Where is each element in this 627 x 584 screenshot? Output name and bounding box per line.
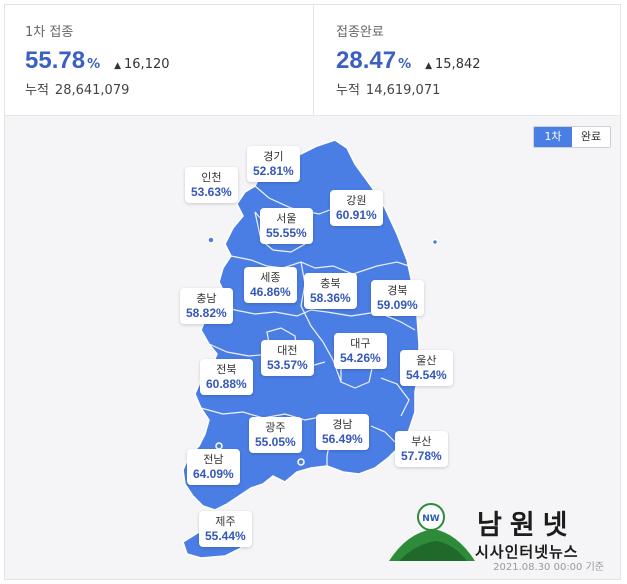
region-value: 58.82% [186, 306, 227, 320]
full-dose-delta: ▲ 15,842 [425, 57, 480, 72]
region-label-daegu[interactable]: 대구 54.26% [334, 333, 387, 369]
region-name: 전남 [203, 453, 224, 466]
map-area: 1차 완료 인천 53.63% 경기 52.81% 강원 60.91% 서울 5… [5, 116, 620, 579]
region-label-gyeongbuk[interactable]: 경북 59.09% [371, 280, 424, 316]
region-label-gwangju[interactable]: 광주 55.05% [249, 417, 302, 453]
region-name: 충남 [196, 292, 217, 305]
region-label-chungnam[interactable]: 충남 58.82% [180, 288, 233, 324]
region-label-busan[interactable]: 부산 57.78% [395, 431, 448, 467]
region-name: 경남 [332, 418, 353, 431]
full-dose-delta-value: 15,842 [435, 57, 481, 72]
up-triangle-icon: ▲ [425, 61, 433, 71]
region-name: 대전 [277, 344, 298, 357]
region-value: 58.36% [310, 291, 351, 305]
region-name: 인천 [201, 171, 222, 184]
cumulative-value: 14,619,071 [365, 83, 441, 98]
first-dose-delta-value: 16,120 [124, 57, 170, 72]
region-value: 55.55% [266, 226, 307, 240]
percent-unit: % [398, 57, 412, 72]
region-value: 57.78% [401, 449, 442, 463]
region-value: 60.88% [206, 377, 247, 391]
region-label-gyeongnam[interactable]: 경남 56.49% [316, 414, 369, 450]
percent-unit: % [87, 57, 101, 72]
region-label-ulsan[interactable]: 울산 54.54% [400, 350, 453, 386]
up-triangle-icon: ▲ [114, 61, 122, 71]
region-name: 세종 [260, 271, 281, 284]
toggle-first-dose[interactable]: 1차 [534, 127, 572, 147]
toggle-completed[interactable]: 완료 [572, 127, 610, 147]
region-label-gyeonggi[interactable]: 경기 52.81% [247, 146, 300, 182]
stats-header: 1차 접종 55.78 % ▲ 16,120 누적 28,641,079 접종완료… [5, 5, 620, 116]
region-name: 대구 [350, 337, 371, 350]
region-name: 경북 [387, 284, 408, 297]
full-dose-cumulative: 누적 14,619,071 [336, 79, 446, 98]
region-label-daejeon[interactable]: 대전 53.57% [261, 340, 314, 376]
first-dose-label: 1차 접종 [25, 25, 74, 40]
first-dose-cumulative: 누적 28,641,079 [25, 79, 135, 98]
region-name: 경기 [263, 150, 284, 163]
cumulative-label: 누적 [25, 83, 49, 98]
region-value: 53.57% [267, 358, 308, 372]
region-name: 강원 [346, 194, 367, 207]
region-value: 56.49% [322, 432, 363, 446]
cumulative-label: 누적 [336, 83, 360, 98]
first-dose-delta: ▲ 16,120 [114, 57, 169, 72]
region-value: 54.26% [340, 351, 381, 365]
full-dose-percent: 28.47 [336, 47, 397, 74]
timestamp: 2021.08.30 00:00 기준 [493, 562, 604, 573]
region-name: 서울 [276, 212, 297, 225]
region-value: 55.44% [205, 529, 246, 543]
region-name: 충북 [320, 277, 341, 290]
region-name: 전북 [216, 363, 237, 376]
region-label-seoul[interactable]: 서울 55.55% [260, 208, 313, 244]
first-dose-panel: 1차 접종 55.78 % ▲ 16,120 누적 28,641,079 [5, 5, 314, 116]
cumulative-value: 28,641,079 [54, 83, 130, 98]
region-label-chungbuk[interactable]: 충북 58.36% [304, 273, 357, 309]
logo-subtitle: 시사인터넷뉴스 [475, 543, 579, 561]
region-value: 53.63% [191, 185, 232, 199]
region-value: 60.91% [336, 208, 377, 222]
first-dose-percent: 55.78 [25, 47, 86, 74]
region-label-jeonnam[interactable]: 전남 64.09% [187, 449, 240, 485]
region-value: 64.09% [193, 467, 234, 481]
vaccination-widget: 1차 접종 55.78 % ▲ 16,120 누적 28,641,079 접종완료… [4, 4, 621, 580]
full-dose-panel: 접종완료 28.47 % ▲ 15,842 누적 14,619,071 [314, 5, 620, 116]
region-value: 46.86% [250, 285, 291, 299]
region-name: 부산 [411, 435, 432, 448]
region-value: 55.05% [255, 435, 296, 449]
region-value: 59.09% [377, 298, 418, 312]
logo-emblem-icon: NW [389, 503, 475, 561]
region-value: 54.54% [406, 368, 447, 382]
namwon-net-logo: NW 남원넷 시사인터넷뉴스 [387, 503, 619, 569]
region-name: 울산 [416, 354, 437, 367]
region-label-gangwon[interactable]: 강원 60.91% [330, 190, 383, 226]
region-label-jeonbuk[interactable]: 전북 60.88% [200, 359, 253, 395]
full-dose-label: 접종완료 [336, 25, 384, 40]
region-value: 52.81% [253, 164, 294, 178]
region-name: 제주 [215, 515, 236, 528]
dose-toggle: 1차 완료 [533, 126, 611, 148]
region-name: 광주 [265, 421, 286, 434]
region-label-jeju[interactable]: 제주 55.44% [199, 511, 252, 547]
logo-title: 남원넷 [477, 510, 576, 541]
region-label-incheon[interactable]: 인천 53.63% [185, 167, 238, 203]
logo-emblem-text: NW [422, 514, 440, 524]
region-label-sejong[interactable]: 세종 46.86% [244, 267, 297, 303]
